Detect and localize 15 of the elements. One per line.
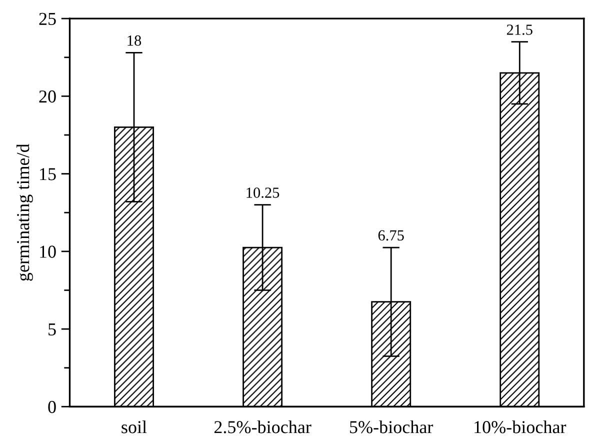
- x-tick-label: soil: [122, 420, 147, 434]
- x-tick-label: 10%-biochar: [474, 420, 566, 434]
- y-tick-label: 5: [48, 323, 56, 336]
- y-tick-label: 15: [40, 168, 56, 180]
- x-tick-label: 5%-biochar: [350, 420, 434, 434]
- y-tick-label: 25: [39, 12, 56, 26]
- annotation: 6.75: [378, 230, 404, 241]
- y-axis-title: germinating time/d: [16, 144, 33, 281]
- y-tick-label: 0: [48, 400, 56, 414]
- annotation: 18: [128, 35, 142, 46]
- annotation: 21.5: [506, 24, 532, 35]
- y-tick-label: 10: [40, 246, 56, 258]
- x-tick-label: 2.5%-biochar: [214, 420, 312, 434]
- y-tick-label: 20: [39, 90, 56, 103]
- annotation: 10.25: [246, 188, 280, 198]
